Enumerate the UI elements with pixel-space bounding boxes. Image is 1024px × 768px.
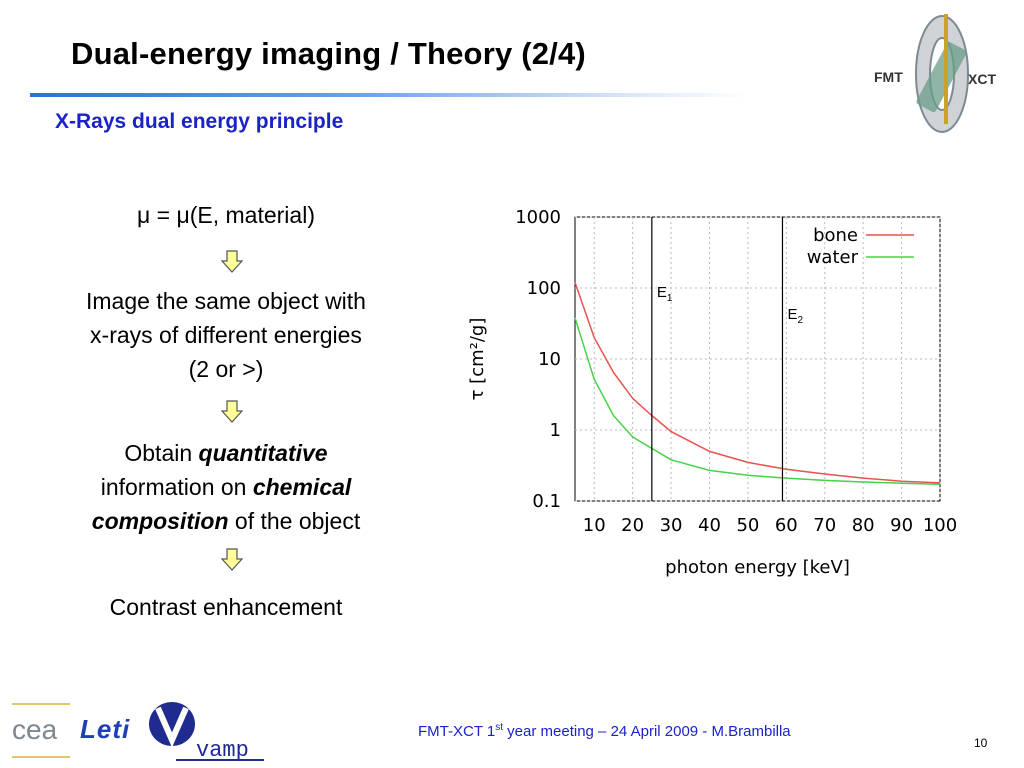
attenuation-chart: 10 20 30 40 50 60 70 80 90 100 0.1 1 10 100 1000 photon… [467, 207, 957, 578]
x-tick-label: 60 [775, 515, 798, 536]
vamp-logo-text: vamp [196, 738, 249, 763]
step2-emph-chemical: chemical [252, 474, 352, 500]
fmt-logo-left: FMT [874, 69, 903, 85]
energy-marker-sub: 1 [667, 293, 673, 304]
x-tick-label: 10 [583, 515, 606, 536]
footer-text-sup: st [495, 722, 504, 733]
step2-prefix: Obtain [124, 440, 199, 466]
step1-line1: Image the same object with [86, 288, 366, 314]
down-arrow-icon [220, 400, 244, 423]
footer-rule-bottom [12, 756, 70, 758]
vamp-logo: vamp [149, 702, 264, 763]
x-axis-label: photon energy [keV] [665, 557, 850, 578]
down-arrow-icon [220, 250, 244, 273]
footer-text-suffix: year meeting – 24 April 2009 - M.Brambil… [503, 723, 791, 740]
step2-suffix: of the object [228, 508, 361, 534]
legend-label-water: water [807, 247, 859, 268]
x-tick-label: 80 [852, 515, 875, 536]
series-line-water [574, 317, 941, 486]
plot-frame [574, 216, 941, 502]
y-tick-label: 10 [538, 349, 561, 370]
y-axis-label: τ [cm²/g] [467, 318, 488, 401]
x-tick-label: 50 [736, 515, 759, 536]
down-arrow-icon [220, 548, 244, 571]
formula-text: μ = μ(E, material) [137, 202, 315, 228]
slide-subtitle: X-Rays dual energy principle [55, 110, 344, 133]
y-tick-label: 1 [550, 420, 561, 441]
x-tick-label: 70 [813, 515, 836, 536]
legend-label-bone: bone [813, 225, 858, 246]
x-tick-label: 20 [621, 515, 644, 536]
footer-rule-top [12, 703, 70, 705]
page-number: 10 [974, 736, 988, 750]
footer-meeting-text: FMT-XCT 1st year meeting – 24 April 2009… [418, 722, 791, 740]
step-contrast: Contrast enhancement [109, 594, 343, 620]
cea-logo-text: cea [12, 714, 58, 745]
fmt-xct-logo: FMT XCT [874, 14, 996, 133]
y-tick-label: 1000 [515, 207, 561, 228]
x-tick-label: 100 [923, 515, 957, 536]
x-tick-label: 90 [890, 515, 913, 536]
step1-line3: (2 or >) [188, 356, 264, 382]
series-line-bone [574, 282, 941, 484]
step2-emph-quantitative: quantitative [198, 440, 328, 466]
step2-emph-composition: composition [91, 508, 229, 534]
cea-logo: cea [12, 714, 58, 745]
y-tick-label: 0.1 [532, 491, 561, 512]
step2-mid: information on [100, 474, 253, 500]
slide-title: Dual-energy imaging / Theory (2/4) [71, 36, 586, 71]
footer-text-prefix: FMT-XCT 1 [418, 723, 496, 740]
energy-marker-sub: 2 [797, 315, 803, 326]
step1-line2: x-rays of different energies [90, 322, 362, 348]
step-obtain-info: Obtain quantitative information on chemi… [40, 436, 412, 538]
leti-logo: Leti [80, 714, 131, 744]
x-tick-label: 30 [660, 515, 683, 536]
x-tick-label: 40 [698, 515, 721, 536]
fmt-logo-right: XCT [968, 71, 996, 87]
y-tick-label: 100 [527, 278, 561, 299]
step-image-object: Image the same object with x-rays of dif… [40, 284, 412, 386]
title-underline [30, 93, 750, 97]
